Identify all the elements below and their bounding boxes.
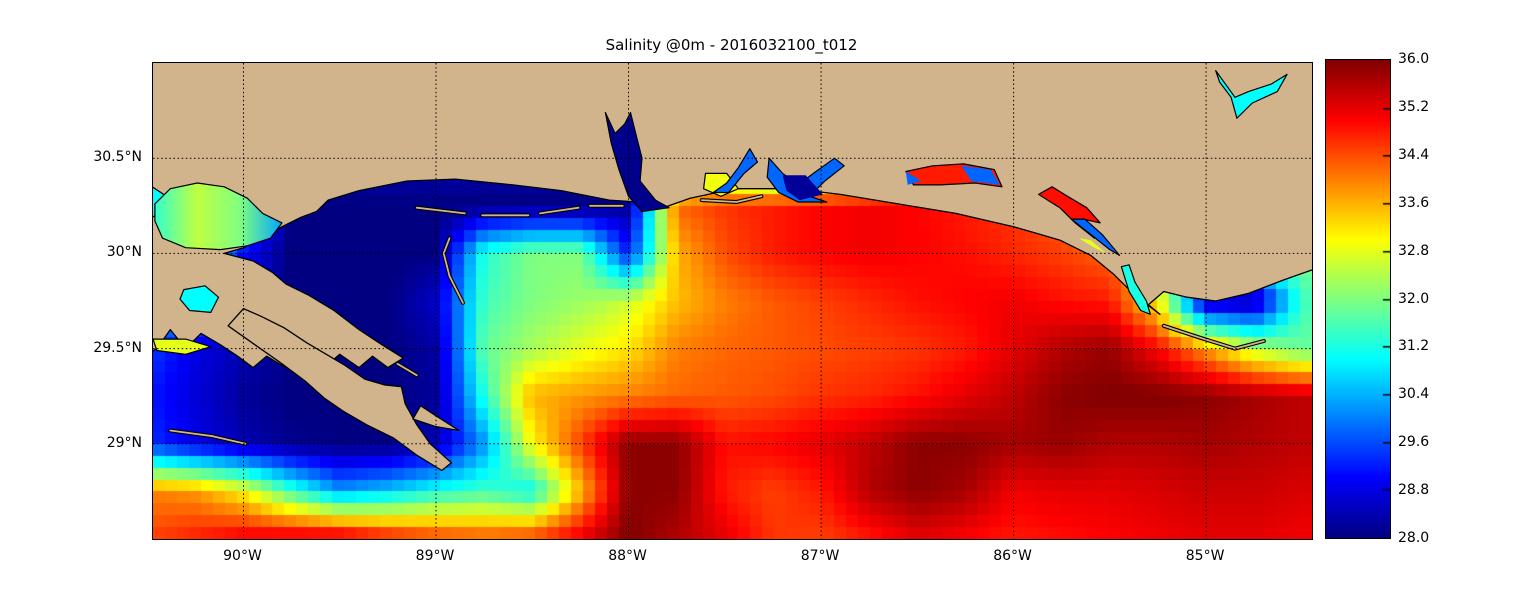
y-tick-label: 30°N xyxy=(106,244,142,261)
st-joseph-bay xyxy=(1120,264,1151,315)
mobile-bay xyxy=(604,111,670,213)
breton-island xyxy=(396,362,418,377)
x-tick-label: 85°W xyxy=(1185,548,1225,564)
lake-salvador xyxy=(179,285,220,313)
colorbar-tick-label: 34.4 xyxy=(1398,146,1430,163)
st-andrew-bay-arm xyxy=(1070,218,1121,256)
lake-seminole xyxy=(1215,70,1288,119)
colorbar-tick-label: 32.0 xyxy=(1398,290,1430,307)
perdido-bay-arm xyxy=(712,148,759,194)
apalachicola-barrier-islands xyxy=(1162,324,1265,350)
colorbar-tick-label: 33.6 xyxy=(1398,194,1430,211)
colorbar-tick-label: 35.2 xyxy=(1398,98,1430,115)
map-plot xyxy=(152,62,1313,540)
colorbar-tick-label: 29.6 xyxy=(1398,434,1430,451)
colorbar-tick-label: 30.4 xyxy=(1398,386,1430,403)
map-overlay-svg xyxy=(153,63,1312,539)
x-tick-label: 87°W xyxy=(800,548,840,564)
perdido-barrier xyxy=(700,195,763,203)
colorbar-tick-label: 32.8 xyxy=(1398,242,1430,259)
chandeleur-islands xyxy=(442,237,464,304)
pensacola-bay-inner xyxy=(782,175,823,201)
cat-ship-islands xyxy=(415,206,466,215)
colorbar xyxy=(1325,59,1391,539)
little-lake xyxy=(153,338,212,355)
y-tick-label: 29.5°N xyxy=(93,339,142,356)
x-tick-label: 90°W xyxy=(223,548,262,564)
plot-title: Salinity @0m - 2016032100_t012 xyxy=(605,36,858,54)
lake-pontchartrain xyxy=(154,182,283,251)
st-andrew-bay-yellow xyxy=(1079,238,1106,254)
x-tick-label: 89°W xyxy=(415,548,455,564)
mississippi-delta-landmass xyxy=(227,307,453,472)
colorbar-tick-label: 36.0 xyxy=(1398,51,1430,67)
choctawhatchee-bay-west-spot xyxy=(905,171,922,185)
x-tick-label: 88°W xyxy=(608,548,647,564)
delta-birdfoot-claw xyxy=(412,405,460,432)
y-tick-label: 29°N xyxy=(106,434,142,451)
y-tick-label: 30.5°N xyxy=(93,149,142,166)
mainland-landmass xyxy=(153,63,1312,369)
petit-bois-island xyxy=(539,206,580,215)
colorbar-tick-label: 28.8 xyxy=(1398,482,1430,499)
barataria-barrier-islands xyxy=(169,429,247,445)
choctawhatchee-bay-east xyxy=(961,165,1001,185)
colorbar-tick-label: 28.0 xyxy=(1398,530,1430,546)
colorbar-tick-label: 31.2 xyxy=(1398,338,1430,355)
colorbar-gradient-canvas xyxy=(1326,60,1390,538)
x-tick-label: 86°W xyxy=(993,548,1032,564)
